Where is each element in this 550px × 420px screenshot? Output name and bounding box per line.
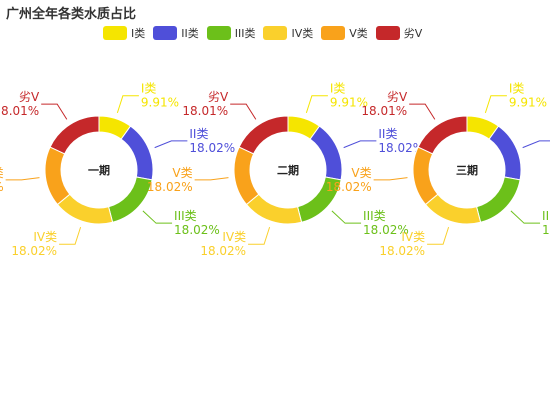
donut-2-slice-inferior[interactable] <box>238 115 289 155</box>
donut-2-leader-inferior <box>230 103 257 120</box>
legend: I类 II类 III类 IV类 V类 劣V <box>103 25 430 41</box>
donut-1-value-class1: 9.91% <box>141 96 179 110</box>
donut-3-label-class4: IV类 <box>401 230 425 244</box>
donut-2-slice-class4[interactable] <box>245 193 303 225</box>
donut-3-slice-class4[interactable] <box>424 193 482 225</box>
donut-3-slice-class2[interactable] <box>488 125 522 181</box>
donut-1-label-class1: I类 <box>141 82 157 96</box>
legend-label-class2: II类 <box>181 27 199 40</box>
donut-2-leader-class2 <box>343 140 377 149</box>
donut-3-slice-inferior[interactable] <box>417 115 468 155</box>
donut-2-label-class4: IV类 <box>222 230 246 244</box>
legend-swatch-class5 <box>321 26 346 40</box>
donut-1-label-class2: II类 <box>189 127 208 141</box>
donut-3-leader-class4 <box>427 226 450 245</box>
donut-3-label-class3: III类 <box>542 209 550 223</box>
donut-1-slice-class5[interactable] <box>44 146 71 206</box>
donut-2-leader-class1 <box>305 95 328 114</box>
chart-title: 广州全年各类水质占比 <box>6 7 137 22</box>
donut-2-label-class3: III类 <box>363 209 386 223</box>
donut-2-label-class2: II类 <box>378 127 397 141</box>
donut-2-label-class1: I类 <box>330 82 346 96</box>
donut-2-value-class1: 9.91% <box>330 96 368 110</box>
donut-1-leader-class1 <box>116 95 139 114</box>
donut-3-leader-class3 <box>510 210 541 224</box>
donut-2-label-inferior: 劣V <box>208 90 229 104</box>
donut-2-slice-class2[interactable] <box>309 125 343 181</box>
donut-1-label-class5: V类 <box>0 166 4 180</box>
donut-1-slice-class2[interactable] <box>120 125 154 181</box>
donut-2-center-label: 二期 <box>277 163 299 177</box>
donut-2-label-class5: V类 <box>172 166 192 180</box>
legend-swatch-class2 <box>153 26 178 40</box>
donut-3-leader-class1 <box>484 95 507 114</box>
donut-3-value-class4: 18.02% <box>379 244 425 258</box>
donut-1-leader-class2 <box>154 140 188 149</box>
donut-1-value-class3: 18.02% <box>174 223 220 237</box>
donut-2-value-class2: 18.02% <box>378 141 424 155</box>
donut-3-leader-class2 <box>522 140 550 149</box>
legend-item-class5[interactable]: V类 <box>321 25 368 41</box>
legend-swatch-inferior <box>375 26 400 40</box>
donut-1-leader-class4 <box>59 226 82 245</box>
legend-label-class1: I类 <box>131 27 146 40</box>
donut-2-leader-class3 <box>331 210 362 224</box>
legend-swatch-class3 <box>206 26 231 40</box>
legend-item-class2[interactable]: II类 <box>153 25 199 41</box>
donut-1-leader-inferior <box>41 103 68 120</box>
donut-3-value-class1: 9.91% <box>509 96 547 110</box>
legend-swatch-class4 <box>263 26 288 40</box>
legend-label-class5: V类 <box>349 27 368 40</box>
legend-label-class3: III类 <box>234 27 256 40</box>
donut-2-leader-class5 <box>194 177 229 181</box>
donut-3-leader-inferior <box>409 103 436 120</box>
donut-3-label-class5: V类 <box>351 166 371 180</box>
donut-1-label-inferior: 劣V <box>19 90 40 104</box>
legend-item-class3[interactable]: III类 <box>206 25 256 41</box>
donut-2-value-class5: 18.02% <box>147 180 193 194</box>
donut-2-value-class4: 18.02% <box>200 244 246 258</box>
donut-3-value-inferior: 18.01% <box>361 104 407 118</box>
donut-3-value-class5: 18.02% <box>326 180 372 194</box>
donut-2-slice-class5[interactable] <box>233 146 260 206</box>
legend-swatch-class1 <box>103 26 127 40</box>
donut-1-slice-inferior[interactable] <box>49 115 100 155</box>
donut-1-value-class2: 18.02% <box>189 141 235 155</box>
donut-3-slice-class5[interactable] <box>412 146 439 206</box>
donut-1-value-inferior: 18.01% <box>0 104 39 118</box>
legend-item-class1[interactable]: I类 <box>103 25 145 41</box>
donut-2-leader-class4 <box>248 226 271 245</box>
donut-3-label-inferior: 劣V <box>387 90 408 104</box>
legend-label-inferior: 劣V <box>403 27 423 40</box>
donut-1-value-class4: 18.02% <box>11 244 57 258</box>
donut-1-slice-class3[interactable] <box>107 176 153 223</box>
donut-1-value-class5: 18.02% <box>0 180 4 194</box>
donut-1-label-class4: IV类 <box>33 230 57 244</box>
donut-3-leader-class5 <box>373 177 408 181</box>
legend-item-inferior[interactable]: 劣V <box>375 25 423 41</box>
legend-item-class4[interactable]: IV类 <box>263 25 313 41</box>
donut-2-value-class3: 18.02% <box>363 223 409 237</box>
donut-1-leader-class5 <box>5 177 40 181</box>
legend-label-class4: IV类 <box>291 27 314 40</box>
donut-3-center-label: 三期 <box>456 163 478 177</box>
donut-3-value-class3: 18.02% <box>542 223 550 237</box>
donut-1-center-label: 一期 <box>88 163 110 177</box>
donut-1-label-class3: III类 <box>174 209 197 223</box>
donut-1-leader-class3 <box>142 210 173 224</box>
donut-1-slice-class4[interactable] <box>56 193 114 225</box>
donut-3-slice-class3[interactable] <box>475 176 521 223</box>
donut-2-value-inferior: 18.01% <box>182 104 228 118</box>
donut-3-label-class1: I类 <box>509 82 525 96</box>
